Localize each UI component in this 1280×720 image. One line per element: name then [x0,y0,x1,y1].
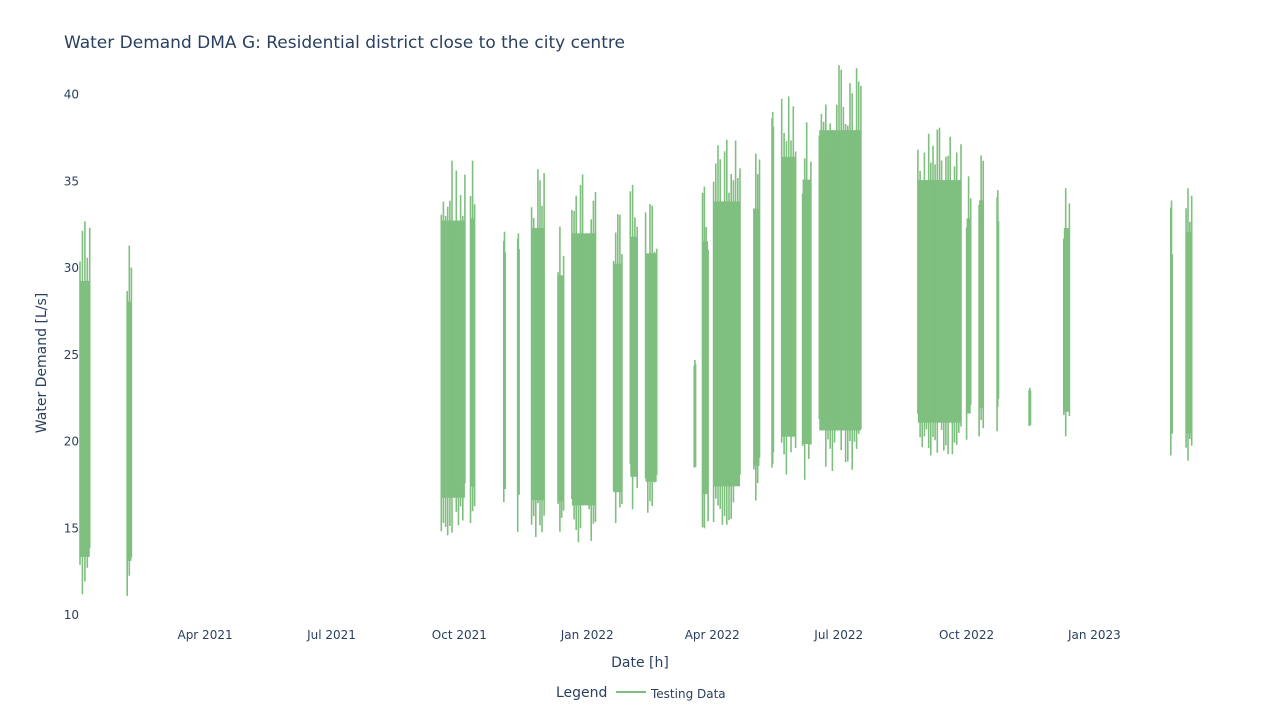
x-tick-label: Oct 2021 [432,628,487,642]
demand-segment [571,174,597,543]
demand-line [571,174,597,543]
demand-line [469,160,476,524]
demand-line [965,176,972,440]
demand-segment [469,160,476,524]
y-axis-title: Water Demand [L/s] [34,293,50,433]
demand-band [753,209,760,466]
x-tick-label: Jan 2022 [560,628,614,642]
demand-band [645,253,657,482]
demand-line [503,231,506,503]
demand-segment [1063,188,1071,437]
demand-line [753,153,761,501]
demand-line [1028,387,1032,426]
demand-band [630,236,638,477]
x-tick-label: Apr 2022 [685,628,740,642]
demand-line [801,122,812,480]
x-tick-label: Apr 2021 [177,628,232,642]
demand-segment [126,245,133,596]
y-tick-label: 40 [64,88,79,102]
demand-band [1063,228,1070,412]
demand-segment [801,122,812,480]
demand-line [996,190,1000,432]
demand-segment [965,176,972,440]
demand-segment [557,226,565,532]
demand-segment [612,214,623,524]
x-axis-ticks: Apr 2021 Jul 2021 Oct 2021 Jan 2022 Apr 2022… [177,628,1120,642]
demand-segment [753,153,761,501]
demand-line [612,214,623,524]
demand-segment [629,184,638,510]
demand-segment [516,233,520,532]
y-tick-label: 15 [64,521,79,535]
x-axis-title: Date [h] [611,655,669,671]
y-tick-label: 30 [64,261,79,275]
demand-line [557,226,565,532]
demand-segment [693,360,697,468]
demand-line [693,360,697,468]
demand-segment [712,139,741,525]
demand-line [771,112,775,468]
demand-segment [1028,387,1032,426]
demand-band [1186,231,1192,434]
demand-segment [818,65,862,471]
demand-segment [79,221,91,595]
x-tick-label: Jan 2023 [1067,628,1121,642]
demand-segment [771,112,775,468]
y-tick-label: 35 [64,174,79,188]
legend-item-testing-data: Testing Data [650,687,726,701]
y-tick-label: 10 [64,608,79,622]
demand-line [701,186,709,529]
demand-line [1185,188,1193,461]
legend-title: Legend [556,685,607,701]
x-tick-label: Jul 2022 [813,628,863,642]
y-tick-label: 25 [64,348,79,362]
demand-line [440,160,466,536]
demand-segment [978,155,984,437]
demand-segment [780,96,797,475]
demand-line [917,127,962,456]
demand-line [712,139,741,525]
demand-segment [1185,188,1193,461]
demand-segment [1170,200,1173,456]
demand-line [530,169,545,537]
demand-line [978,155,984,437]
demand-line [126,245,133,596]
demand-segment [917,127,962,456]
demand-line [629,184,638,510]
demand-line [780,96,797,475]
demand-line [1170,200,1173,456]
demand-segment [644,204,658,513]
legend: Legend Testing Data [556,685,726,701]
demand-band [558,275,564,502]
demand-segment [440,160,466,536]
demand-line [818,65,862,471]
demand-segment [996,190,1000,432]
demand-line [644,204,658,513]
chart-title: Water Demand DMA G: Residential district… [64,33,625,53]
demand-segment [701,186,709,529]
demand-line [1063,188,1071,437]
x-tick-label: Jul 2021 [306,628,356,642]
y-axis-ticks: 10 15 20 25 30 35 40 [64,88,79,622]
x-tick-label: Oct 2022 [939,628,994,642]
demand-segment [503,231,506,503]
plot-area [79,65,1193,596]
demand-line [516,233,520,532]
demand-band [702,241,709,495]
y-tick-label: 20 [64,435,79,449]
demand-line [79,221,91,595]
demand-segment [530,169,545,537]
